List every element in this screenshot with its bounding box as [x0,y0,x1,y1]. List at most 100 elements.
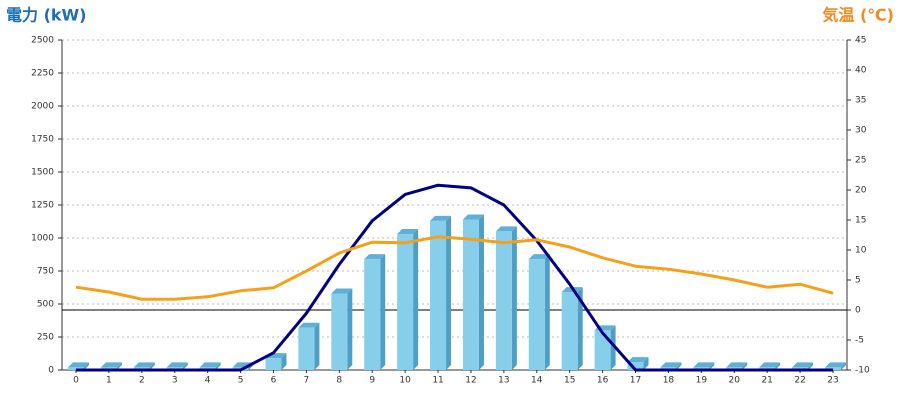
bar [397,229,419,370]
bar-top [792,362,814,368]
y-tick-label: 1500 [31,168,54,178]
bar [364,254,386,370]
x-tick-label: 19 [696,376,708,386]
bar [627,357,649,370]
bar-front [298,327,315,370]
bar-side [215,362,221,370]
line [75,235,834,301]
bar-front [397,234,414,370]
x-tick-label: 14 [531,376,543,386]
x-tick-label: 9 [369,376,375,386]
bar-side [413,229,419,370]
bar-side [446,215,452,370]
bar-top [726,362,748,368]
y2-tick-label: 30 [855,126,867,136]
y2-tick-label: 35 [855,96,866,106]
bar-top [331,288,353,294]
bar-side [544,254,550,370]
x-tick-label: 15 [564,376,575,386]
y-tick-label: 0 [48,366,54,376]
y2-tick-label: 25 [855,156,866,166]
x-tick-label: 2 [139,376,145,386]
x-tick-label: 22 [794,376,805,386]
bar-side [709,362,715,370]
bar [528,254,550,370]
bar [430,215,452,370]
bar-front [561,292,578,370]
bar-top [825,362,846,368]
x-tick-label: 3 [172,376,178,386]
bar-top [166,362,188,368]
bar-side [775,362,781,370]
bar-side [808,362,814,370]
x-tick-label: 11 [432,376,443,386]
y-tick-label: 250 [37,333,54,343]
bar-side [281,353,287,370]
bar-side [149,362,155,370]
x-tick-label: 5 [238,376,244,386]
y-tick-label: 2000 [31,102,54,112]
bar-front [594,330,611,370]
x-tick-label: 13 [498,376,509,386]
x-tick-label: 16 [597,376,609,386]
y2-tick-label: -5 [855,336,864,346]
bar-top [627,357,649,363]
y-tick-label: 1000 [31,234,54,244]
bar-top [693,362,715,368]
bar-top [495,226,517,232]
bar-top [298,322,320,328]
bar-front [430,220,447,370]
bar [495,226,517,370]
y2-tick-label: 40 [855,66,867,76]
y-tick-label: 1250 [31,201,54,211]
bar [594,325,616,370]
x-tick-label: 1 [106,376,112,386]
chart-title: 電力 (kW) [6,6,87,25]
bar-front [462,219,479,370]
x-tick-label: 17 [630,376,641,386]
x-tick-label: 12 [465,376,476,386]
bar-top [528,254,550,260]
bar-top [660,362,682,368]
y2-tick-label: 0 [855,306,861,316]
bar-top [100,362,122,368]
y2-title: 気温 (℃) [822,6,894,25]
bar-top [364,254,386,260]
x-tick-label: 21 [761,376,772,386]
bar-side [610,325,616,370]
bar-side [116,362,122,370]
y-tick-label: 500 [37,300,54,310]
y2-tick-label: -10 [855,366,870,376]
bar-front [364,259,381,370]
bar-side [347,288,353,370]
x-tick-label: 20 [729,376,741,386]
bar-side [511,226,517,370]
y2-tick-label: 10 [855,246,867,256]
y-tick-label: 2500 [31,36,54,46]
x-tick-label: 4 [205,376,211,386]
x-tick-label: 6 [271,376,277,386]
bar-side [478,214,484,370]
bar-side [314,322,320,370]
bar-top [430,215,452,221]
y2-tick-label: 5 [855,276,861,286]
bar-top [759,362,781,368]
y2-tick-label: 45 [855,36,866,46]
bar-side [577,287,583,370]
bar-side [380,254,386,370]
line [76,183,833,372]
x-tick-label: 10 [399,376,411,386]
bar-front [265,358,282,370]
bar-top [68,362,89,368]
x-tick-label: 7 [304,376,310,386]
y2-tick-label: 20 [855,186,867,196]
bar-top [397,229,419,235]
bar [298,322,320,370]
bar-top [133,362,155,368]
x-tick-label: 18 [663,376,675,386]
y-tick-label: 2250 [31,69,54,79]
bar-side [676,362,682,370]
y2-tick-label: 15 [855,216,866,226]
